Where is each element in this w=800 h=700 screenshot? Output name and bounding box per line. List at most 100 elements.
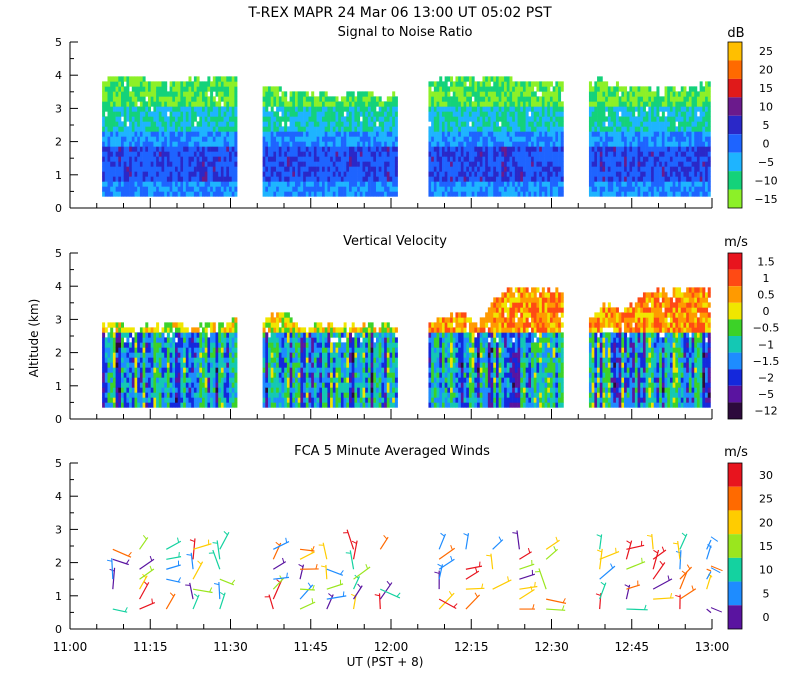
heatmap-cell — [699, 191, 703, 197]
heatmap-cell — [642, 161, 646, 167]
heatmap-cell — [441, 141, 445, 147]
heatmap-cell — [215, 91, 219, 97]
heatmap-cell — [466, 131, 470, 137]
heatmap-cell — [610, 116, 614, 122]
heatmap-cell — [594, 106, 598, 112]
heatmap-cell — [528, 181, 532, 187]
y-tick-label: 0 — [55, 202, 62, 215]
heatmap-cell — [653, 121, 657, 127]
heatmap-cell — [365, 121, 369, 127]
heatmap-cell — [169, 121, 173, 127]
heatmap-cell — [501, 76, 505, 82]
heatmap-cell — [191, 166, 195, 172]
heatmap-cell — [376, 131, 379, 137]
heatmap-cell — [362, 91, 366, 97]
heatmap-cell — [305, 121, 309, 127]
heatmap-cell — [104, 106, 108, 112]
heatmap-cell — [642, 96, 646, 102]
heatmap-cell — [547, 106, 551, 112]
heatmap-cell — [632, 106, 636, 112]
heatmap-cell — [265, 116, 269, 122]
heatmap-cell — [284, 161, 288, 167]
heatmap-cell — [218, 76, 222, 82]
heatmap-cell — [145, 161, 149, 167]
heatmap-cell — [651, 111, 655, 117]
heatmap-cell — [431, 136, 435, 142]
heatmap-cell — [498, 91, 502, 97]
heatmap-cell — [158, 146, 162, 152]
heatmap-cell — [675, 161, 679, 167]
heatmap-cell — [648, 126, 652, 132]
heatmap-cell — [645, 166, 649, 172]
heatmap-cell — [683, 91, 687, 97]
heatmap-cell — [185, 387, 189, 393]
heatmap-cell — [479, 111, 483, 117]
heatmap-cell — [367, 161, 371, 167]
heatmap-cell — [319, 166, 323, 172]
heatmap-cell — [436, 121, 440, 127]
heatmap-cell — [234, 121, 238, 127]
heatmap-cell — [669, 191, 673, 197]
heatmap-cell — [359, 151, 363, 157]
heatmap-cell — [539, 116, 543, 122]
heatmap-cell — [696, 176, 700, 182]
heatmap-cell — [161, 337, 165, 343]
heatmap-cell — [164, 367, 168, 373]
heatmap-cell — [509, 136, 513, 142]
heatmap-cell — [683, 161, 687, 167]
heatmap-cell — [702, 131, 706, 137]
heatmap-cell — [175, 136, 178, 142]
heatmap-cell — [150, 176, 154, 182]
heatmap-cell — [520, 191, 524, 197]
heatmap-cell — [495, 146, 499, 152]
heatmap-cell — [148, 352, 151, 358]
heatmap-cell — [351, 136, 355, 142]
heatmap-cell — [591, 121, 595, 127]
heatmap-cell — [262, 131, 266, 137]
heatmap-cell — [707, 126, 711, 132]
heatmap-cell — [522, 181, 526, 187]
heatmap-cell — [558, 166, 562, 172]
heatmap-cell — [613, 131, 617, 137]
heatmap-cell — [107, 166, 111, 172]
heatmap-cell — [490, 116, 494, 122]
heatmap-cell — [161, 166, 165, 172]
heatmap-cell — [212, 81, 216, 87]
heatmap-cell — [340, 131, 344, 137]
heatmap-cell — [389, 161, 393, 167]
heatmap-cell — [335, 136, 339, 142]
heatmap-cell — [678, 171, 682, 177]
colorbar-swatch — [728, 78, 742, 98]
heatmap-cell — [485, 131, 489, 137]
heatmap-cell — [381, 156, 385, 162]
heatmap-cell — [463, 121, 467, 127]
heatmap-cell — [218, 166, 222, 172]
heatmap-cell — [651, 121, 655, 127]
heatmap-cell — [607, 176, 611, 182]
heatmap-cell — [544, 151, 548, 157]
heatmap-cell — [185, 372, 189, 378]
heatmap-cell — [303, 186, 307, 192]
heatmap-cell — [150, 91, 154, 97]
heatmap-cell — [349, 136, 352, 142]
heatmap-cell — [145, 367, 149, 373]
heatmap-cell — [284, 186, 288, 192]
heatmap-cell — [632, 146, 636, 152]
heatmap-cell — [365, 116, 369, 122]
heatmap-cell — [386, 131, 390, 137]
heatmap-cell — [107, 76, 111, 82]
heatmap-cell — [376, 116, 379, 122]
heatmap-cell — [672, 86, 676, 92]
heatmap-cell — [349, 131, 352, 137]
heatmap-cell — [104, 367, 108, 373]
heatmap-cell — [229, 181, 232, 187]
heatmap-cell — [335, 156, 339, 162]
heatmap-cell — [193, 377, 197, 383]
heatmap-cell — [175, 191, 178, 197]
heatmap-cell — [150, 347, 154, 353]
heatmap-cell — [605, 91, 609, 97]
heatmap-cell — [522, 166, 526, 172]
heatmap-cell — [139, 96, 143, 102]
heatmap-cell — [191, 337, 195, 343]
heatmap-cell — [330, 181, 334, 187]
